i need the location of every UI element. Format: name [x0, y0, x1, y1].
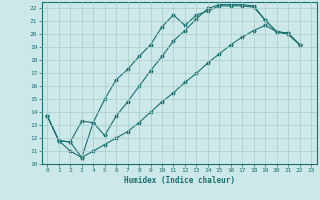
X-axis label: Humidex (Indice chaleur): Humidex (Indice chaleur): [124, 176, 235, 185]
